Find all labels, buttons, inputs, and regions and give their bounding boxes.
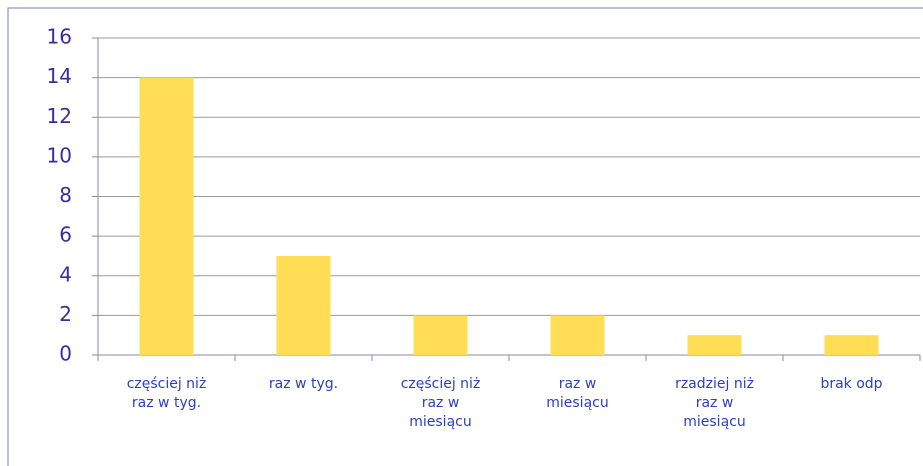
bar [139,77,194,355]
y-tick-label: 14 [47,64,72,88]
y-tick-label: 16 [47,25,72,49]
bar [276,255,331,355]
x-tick-label: rzadziej niż raz w miesiącu [675,376,754,430]
x-tick-label: brak odp [820,376,883,392]
y-tick-label: 0 [59,342,72,366]
chart-frame [7,7,923,466]
y-tick-label: 2 [59,302,72,326]
x-tick-label: częściej niż raz w miesiącu [400,376,481,430]
x-tick-label: raz w miesiącu [546,376,609,411]
x-tick-label: częściej niż raz w tyg. [126,376,207,411]
y-tick-label: 8 [59,183,72,207]
bar [413,315,468,355]
y-tick-label: 6 [59,223,72,247]
bar [687,335,742,355]
bar [824,335,879,355]
y-tick-label: 10 [47,143,72,167]
y-tick-label: 12 [47,104,72,128]
y-tick-label: 4 [59,262,72,286]
x-tick-label: raz w tyg. [268,376,339,392]
bar [550,315,605,355]
